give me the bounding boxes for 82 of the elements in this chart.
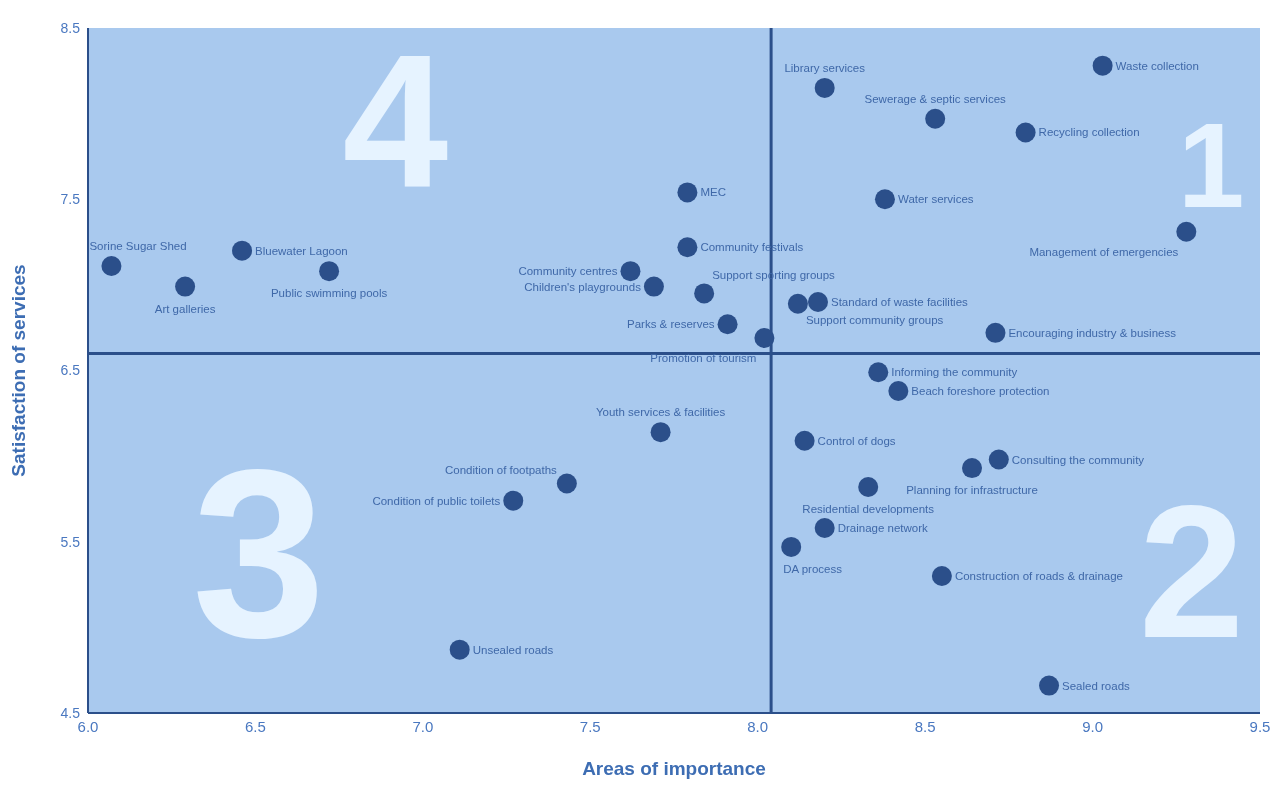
point (868, 362, 889, 383)
series-label: Planning for infrastructure (906, 484, 1038, 497)
point (874, 189, 895, 210)
point (781, 536, 802, 557)
point (449, 639, 470, 660)
series-label: Unsealed roads (472, 643, 554, 656)
y-axis-title: Satisfaction of services (7, 264, 29, 477)
series-label: Sorine Sugar Shed (89, 240, 187, 253)
series-label: Support community groups (805, 313, 944, 326)
series-label: Sealed roads (1062, 679, 1131, 692)
series-label: Promotion of tourism (650, 351, 757, 364)
x-tick-label: 8.0 (747, 717, 769, 735)
point (319, 261, 340, 282)
point (677, 237, 698, 258)
x-axis-title: Areas of importance (582, 758, 766, 779)
point (175, 276, 196, 297)
point (931, 566, 952, 586)
series-label: Beach foreshore protection (911, 385, 1050, 398)
series-label: Informing the community (891, 366, 1018, 379)
point (794, 430, 815, 451)
point (556, 473, 577, 494)
x-tick-label: 7.5 (579, 717, 601, 735)
point (985, 322, 1006, 343)
series-label: Children's playgrounds (524, 280, 642, 293)
point (677, 182, 698, 203)
series-label: Community centres (518, 265, 618, 278)
point (814, 518, 835, 539)
series-label: DA process (783, 562, 843, 575)
y-tick-label: 5.5 (60, 533, 81, 550)
point (787, 293, 808, 314)
point (888, 381, 909, 402)
point (1015, 122, 1036, 143)
series-label: Sewerage & septic services (864, 92, 1007, 105)
annotation: 1 (1177, 98, 1245, 233)
series-label: Youth services & facilities (595, 406, 726, 419)
series-label: Control of dogs (817, 434, 896, 447)
point (717, 314, 738, 335)
point (962, 458, 983, 479)
point (814, 77, 835, 98)
point (754, 327, 775, 348)
point (1039, 675, 1060, 696)
series-label: Waste collection (1115, 59, 1199, 72)
series-label: Parks & reserves (627, 318, 715, 331)
series-label: Drainage network (837, 522, 929, 535)
series-label: Public swimming pools (270, 287, 388, 300)
point (1176, 221, 1197, 242)
series-label: Management of emergencies (1029, 245, 1179, 258)
point (858, 476, 879, 497)
series-label: Condition of public toilets (372, 494, 501, 507)
point (650, 422, 671, 443)
x-tick-label: 6.5 (245, 717, 266, 735)
point (232, 240, 253, 261)
y-tick-label: 6.5 (60, 362, 81, 379)
y-tick-label: 8.5 (60, 19, 81, 36)
series-label: Bluewater Lagoon (255, 244, 348, 257)
x-tick-label: 9.0 (1082, 717, 1103, 735)
series-label: Consulting the community (1011, 453, 1145, 466)
point (694, 283, 715, 304)
annotation: 4 (342, 14, 449, 227)
point (1092, 55, 1113, 76)
series-label: Standard of waste facilities (830, 296, 969, 308)
point (925, 108, 946, 129)
point (620, 261, 641, 282)
series-label: Encouraging industry & business (1008, 326, 1177, 339)
y-tick-label: 7.5 (60, 191, 81, 208)
series-label: MEC (700, 186, 726, 199)
annotation: 3 (192, 419, 326, 688)
point (503, 490, 524, 511)
point (807, 292, 828, 312)
series-label: Recycling collection (1038, 126, 1140, 139)
point (988, 449, 1009, 470)
point (643, 276, 664, 297)
series-label: Water services (897, 193, 974, 206)
series-label: Construction of roads & drainage (954, 570, 1124, 582)
series-label: Library services (784, 61, 866, 74)
series-label: Residential developments (802, 502, 935, 515)
x-tick-label: 8.5 (914, 717, 936, 735)
x-tick-label: 9.5 (1249, 717, 1271, 735)
point (101, 256, 122, 277)
series-label: Condition of footpaths (444, 463, 558, 476)
x-tick-label: 7.0 (412, 717, 434, 735)
series-label: Art galleries (154, 302, 216, 315)
